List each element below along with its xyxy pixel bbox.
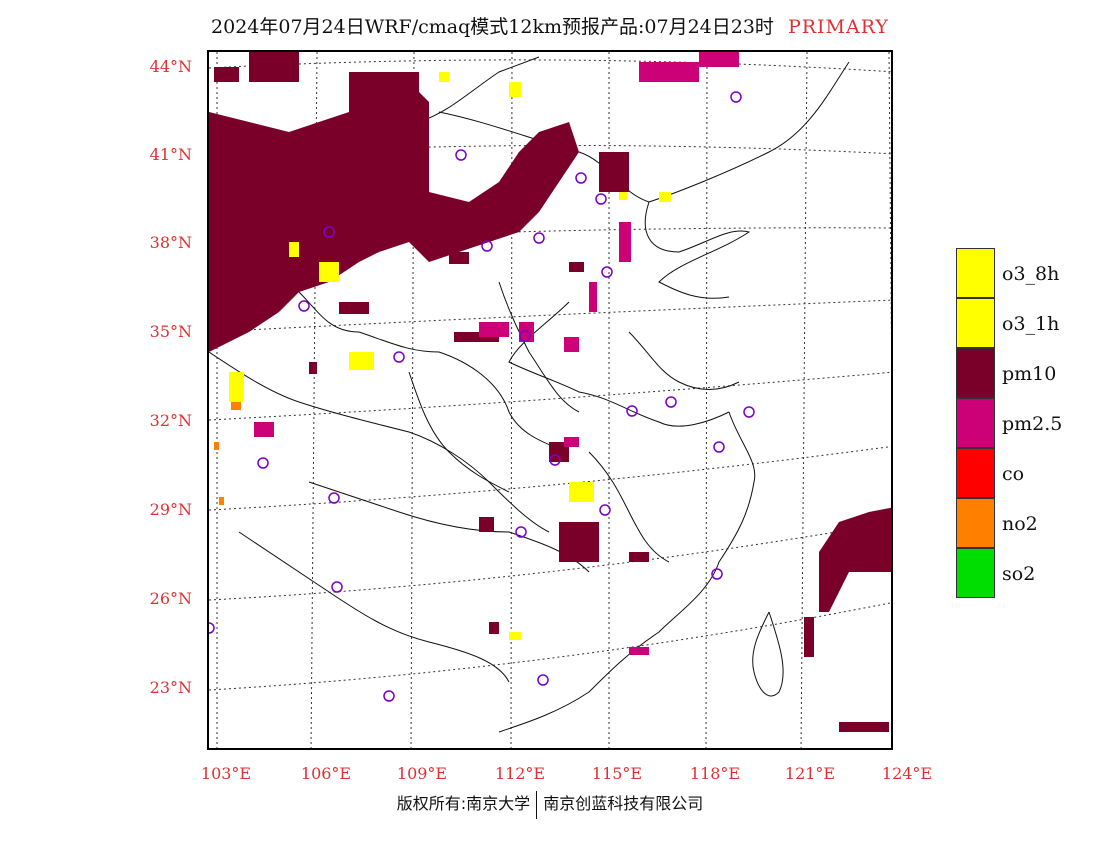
copyright-right: 南京创蓝科技有限公司 — [543, 794, 704, 813]
lat-label-29: 29°N — [149, 500, 192, 519]
no2-area — [214, 402, 241, 505]
legend-label-co: co — [1002, 463, 1025, 485]
legend-swatch-no2 — [956, 498, 995, 548]
legend-label-pm10: pm10 — [1002, 363, 1057, 385]
lon-label-112: 112°E — [494, 764, 546, 783]
lon-label-115: 115°E — [591, 764, 643, 783]
boundaries — [209, 56, 850, 733]
legend-item-o3-1h: o3_1h — [956, 298, 1096, 348]
legend-label-no2: no2 — [1002, 513, 1038, 535]
lat-label-41: 41°N — [149, 145, 192, 164]
lat-label-32: 32°N — [149, 411, 192, 430]
legend-swatch-o3-8h — [956, 248, 995, 298]
station-markers — [209, 91, 755, 702]
legend-swatch-o3-1h — [956, 298, 995, 348]
legend-item-so2: so2 — [956, 548, 1096, 598]
legend: o3_8h o3_1h pm10 pm2.5 co no2 so2 — [956, 248, 1096, 598]
lat-label-44: 44°N — [149, 57, 192, 76]
lon-label-118: 118°E — [689, 764, 741, 783]
legend-label-o3-1h: o3_1h — [1002, 313, 1060, 335]
copyright-left: 版权所有:南京大学 — [396, 794, 531, 813]
legend-item-co: co — [956, 448, 1096, 498]
primary-tag: PRIMARY — [787, 16, 889, 38]
map-title: 2024年07月24日WRF/cmaq模式12km预报产品:07月24日23时 P… — [0, 12, 1100, 39]
legend-item-pm10: pm10 — [956, 348, 1096, 398]
lat-label-38: 38°N — [149, 233, 192, 252]
map-area[interactable] — [207, 50, 893, 750]
legend-swatch-so2 — [956, 548, 995, 598]
legend-label-pm25: pm2.5 — [1002, 413, 1063, 435]
pm25-area — [254, 52, 739, 655]
lon-label-121: 121°E — [784, 764, 836, 783]
lat-label-35: 35°N — [149, 322, 192, 341]
legend-swatch-pm25 — [956, 398, 995, 448]
map-canvas — [209, 52, 891, 748]
legend-label-o3-8h: o3_8h — [1002, 263, 1060, 285]
legend-item-pm25: pm2.5 — [956, 398, 1096, 448]
lon-label-103: 103°E — [200, 764, 252, 783]
legend-label-so2: so2 — [1002, 563, 1036, 585]
lat-label-23: 23°N — [149, 678, 192, 697]
pm10-area — [209, 52, 891, 732]
copyright-footer: 版权所有:南京大学 南京创蓝科技有限公司 — [0, 790, 1100, 819]
title-text: 2024年07月24日WRF/cmaq模式12km预报产品:07月24日23时 — [211, 16, 774, 38]
o3-area — [229, 72, 671, 640]
legend-swatch-pm10 — [956, 348, 995, 398]
lon-label-109: 109°E — [396, 764, 448, 783]
legend-item-o3-8h: o3_8h — [956, 248, 1096, 298]
lat-label-26: 26°N — [149, 589, 192, 608]
lon-label-124: 124°E — [881, 764, 933, 783]
legend-item-no2: no2 — [956, 498, 1096, 548]
lon-label-106: 106°E — [300, 764, 352, 783]
footer-separator — [536, 790, 538, 819]
legend-swatch-co — [956, 448, 995, 498]
